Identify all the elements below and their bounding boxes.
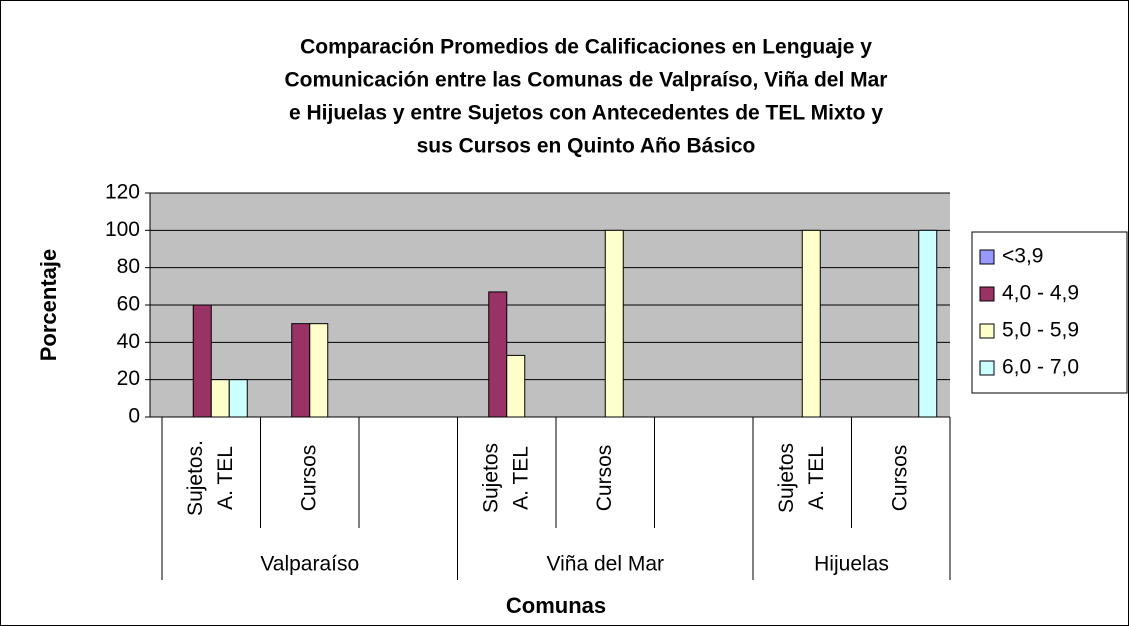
x-tick-label: Cursos: [297, 445, 320, 512]
y-axis-label: Porcentaje: [36, 249, 61, 362]
bar: [291, 323, 311, 418]
legend-label: 4,0 - 4,9: [1002, 282, 1079, 305]
group-label: Valparaíso: [260, 553, 359, 576]
chart-title: sus Cursos en Quinto Año Básico: [417, 135, 756, 158]
chart-title: Comunicación entre las Comunas de Valpra…: [285, 69, 888, 92]
x-tick-label: A. TEL: [509, 446, 532, 510]
legend-swatch: [979, 286, 995, 302]
chart-title: e Hijuelas y entre Sujetos con Anteceden…: [289, 102, 883, 125]
bar: [309, 323, 329, 418]
chart-title: Comparación Promedios de Calificaciones …: [300, 36, 872, 59]
x-tick-label: A. TEL: [805, 446, 828, 510]
x-axis-label: Comunas: [506, 593, 606, 618]
x-tick-label: Sujetos.: [184, 440, 207, 516]
y-tick-label: 80: [117, 255, 140, 278]
group-label: Viña del Mar: [546, 553, 664, 576]
x-tick-label: Sujetos: [775, 443, 798, 513]
legend: [971, 231, 1128, 394]
x-tick-label: A. TEL: [214, 446, 237, 510]
group-label: Hijuelas: [814, 553, 889, 576]
bar: [604, 229, 624, 418]
x-tick-label: Cursos: [888, 445, 911, 512]
legend-swatch: [979, 323, 995, 339]
bar: [210, 379, 230, 418]
y-tick-label: 100: [105, 218, 140, 241]
bar: [918, 229, 938, 418]
y-tick-label: 0: [128, 405, 140, 428]
legend-label: <3,9: [1002, 245, 1043, 268]
x-tick-label: Sujetos: [479, 443, 502, 513]
legend-swatch: [979, 249, 995, 265]
bar: [192, 304, 212, 418]
bar: [488, 291, 508, 418]
legend-label: 5,0 - 5,9: [1002, 319, 1079, 342]
legend-swatch: [979, 360, 995, 376]
y-tick-label: 40: [117, 330, 140, 353]
bar: [801, 229, 821, 418]
y-tick-label: 60: [117, 293, 140, 316]
y-tick-label: 120: [105, 181, 140, 204]
bar: [228, 379, 248, 418]
x-tick-label: Cursos: [593, 445, 616, 512]
bar: [506, 354, 526, 418]
y-tick-label: 20: [117, 367, 140, 390]
legend-label: 6,0 - 7,0: [1002, 356, 1079, 379]
